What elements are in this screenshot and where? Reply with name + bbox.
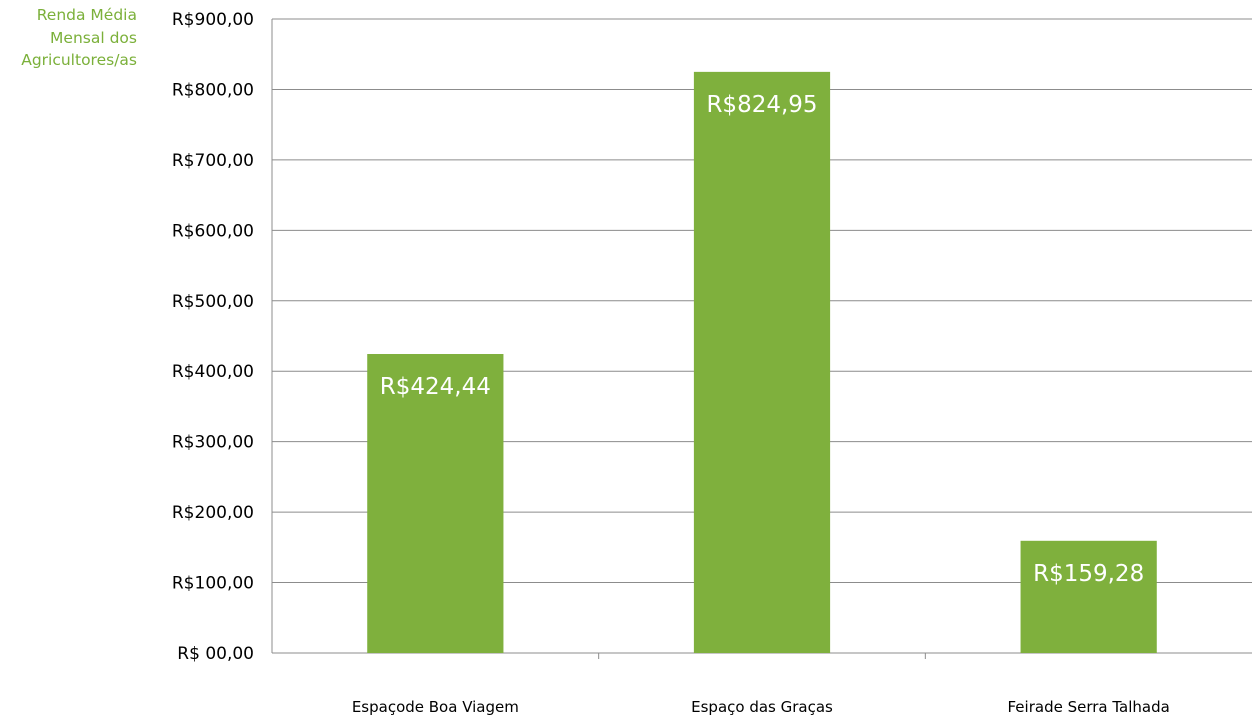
x-tick-label: Espaço das Graças [691, 698, 833, 716]
x-tick-label: Feirade Serra Talhada [1008, 698, 1170, 716]
y-tick-label: R$400,00 [172, 362, 254, 382]
y-tick-label: R$300,00 [172, 433, 254, 453]
y-tick-label: R$900,00 [172, 10, 254, 30]
y-axis-title: Renda Média Mensal dos Agricultores/as [0, 4, 137, 72]
data-label: R$824,95 [706, 92, 817, 118]
bar [367, 354, 504, 653]
y-tick-label: R$200,00 [172, 503, 254, 523]
y-tick-label: R$800,00 [172, 80, 254, 100]
y-tick-label: R$700,00 [172, 151, 254, 171]
y-axis-title-line: Mensal dos [50, 28, 137, 47]
y-tick-label: R$500,00 [172, 292, 254, 312]
data-label: R$424,44 [380, 374, 491, 400]
y-axis-title-line: Agricultores/as [21, 51, 137, 69]
bar [1020, 540, 1157, 653]
y-tick-label: R$100,00 [172, 574, 254, 594]
y-axis-title-line: Renda Média [36, 6, 137, 24]
x-tick-label: Espaçode Boa Viagem [352, 698, 519, 716]
y-tick-label: R$ 00,00 [177, 644, 254, 664]
data-label: R$159,28 [1033, 561, 1144, 587]
y-tick-label: R$600,00 [172, 221, 254, 241]
bar [693, 71, 831, 654]
